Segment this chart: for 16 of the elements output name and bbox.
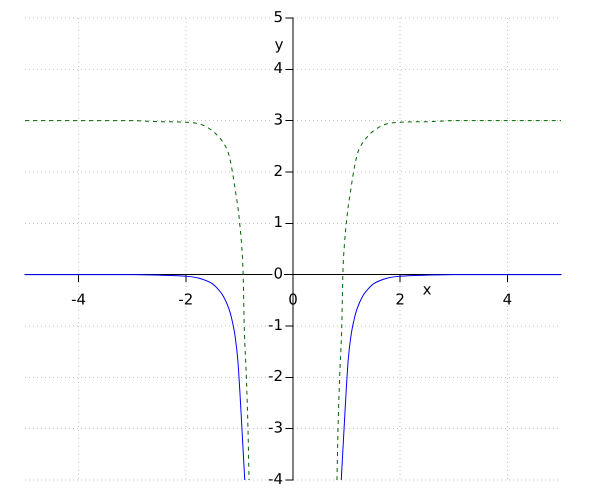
- y-axis-title: y: [274, 36, 284, 54]
- y-tick-label: -4: [268, 470, 283, 488]
- y-tick-label: -1: [268, 316, 283, 334]
- y-tick-label: 2: [273, 162, 283, 180]
- x-tick-label: -4: [71, 290, 86, 309]
- y-tick-label: 0: [273, 264, 283, 283]
- x-axis-title: x: [422, 280, 432, 299]
- x-tick-label: 2: [395, 290, 405, 309]
- y-tick-label: 1: [273, 213, 283, 232]
- y-tick-label: -3: [268, 418, 283, 437]
- y-tick-label: 3: [273, 110, 283, 129]
- y-tick-label: -2: [268, 367, 283, 386]
- x-tick-label: -2: [178, 290, 194, 309]
- y-tick-label: 4: [273, 59, 283, 78]
- y-tick-label: 5: [273, 8, 283, 26]
- x-tick-label: 4: [502, 290, 512, 309]
